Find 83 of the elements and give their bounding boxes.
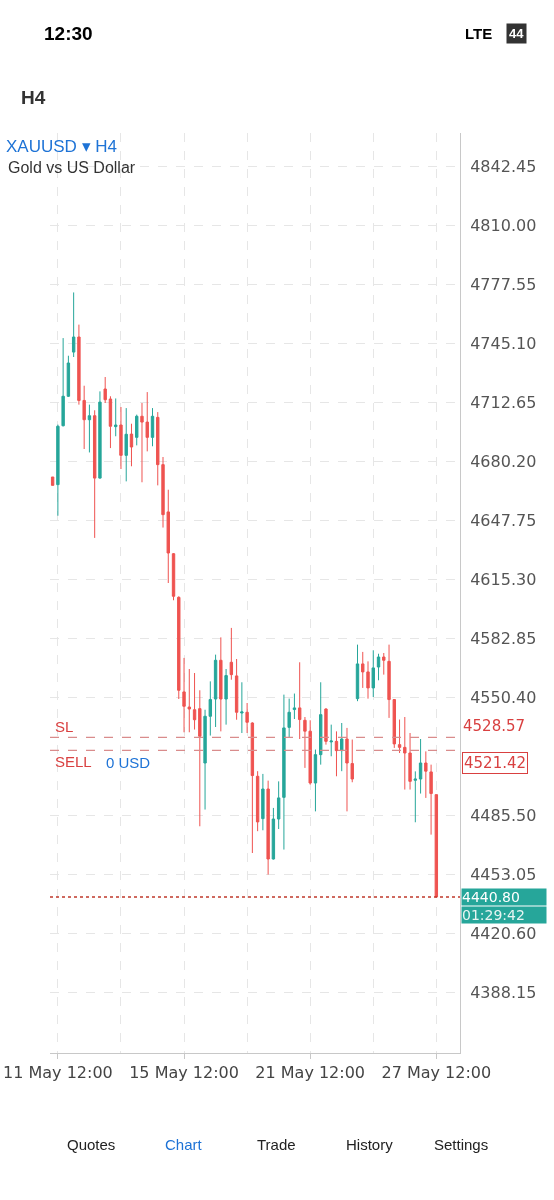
- chart-title: XAUUSD ▾ H4: [6, 136, 118, 156]
- candlestick: [371, 649, 375, 698]
- candlestick: [234, 658, 239, 721]
- annotation: 0 USD: [106, 754, 151, 771]
- candlestick: [50, 476, 55, 486]
- candlestick: [124, 407, 128, 482]
- y-tick-label: 4550.40: [470, 688, 537, 708]
- text: 12:30: [44, 23, 93, 44]
- candlestick: [56, 424, 60, 517]
- y-tick-label: 4485.50: [470, 806, 537, 826]
- candlestick: [177, 595, 181, 700]
- candlestick: [61, 337, 65, 427]
- candlestick: [119, 406, 123, 470]
- y-tick-label: 4615.30: [470, 570, 537, 590]
- y-tick-label: 4388.15: [470, 983, 537, 1003]
- y-tick-label: 4647.75: [470, 511, 537, 531]
- candlestick: [255, 770, 260, 832]
- candlestick: [319, 681, 323, 766]
- candlestick: [240, 681, 244, 734]
- candlestick: [213, 654, 218, 728]
- candlestick: [129, 423, 134, 467]
- candlestick: [245, 702, 249, 734]
- ref-line-label: SL: [55, 718, 74, 735]
- candlestick: [397, 719, 402, 754]
- candlestick: [114, 397, 118, 437]
- candlestick: [224, 668, 228, 726]
- text: Chart: [165, 1136, 203, 1153]
- candlestick: [313, 749, 318, 812]
- x-tick-label: 27 May 12:00: [381, 1063, 492, 1083]
- candlestick: [340, 722, 344, 772]
- candlestick: [418, 738, 423, 795]
- candlestick: [297, 661, 302, 740]
- y-tick-label: 4810.00: [470, 216, 537, 236]
- x-tick-label: 15 May 12:00: [129, 1063, 239, 1083]
- candlestick: [324, 707, 328, 746]
- y-tick-label: 4453.05: [470, 865, 537, 885]
- ref-line-label: SELL: [55, 753, 92, 770]
- candlestick: [271, 807, 276, 861]
- candlestick: [413, 770, 418, 823]
- y-tick-label: 4745.10: [470, 334, 537, 354]
- y-tick-label: 4712.65: [470, 393, 537, 413]
- candlestick: [382, 652, 386, 676]
- text: 4528.57: [463, 717, 526, 735]
- y-tick-label: 4680.20: [470, 452, 537, 472]
- candlestick: [103, 376, 107, 404]
- text: Gold vs US Dollar: [8, 159, 136, 176]
- candlestick: [150, 407, 155, 447]
- candlestick: [376, 653, 381, 681]
- candlestick: [92, 409, 97, 539]
- y-tick-label: 4420.60: [470, 924, 537, 944]
- candlestick: [171, 552, 176, 601]
- candlestick: [87, 404, 92, 453]
- y-tick-label: 4842.45: [470, 157, 537, 177]
- candlestick: [192, 672, 197, 731]
- candlestick: [219, 636, 223, 732]
- candlestick: [98, 390, 102, 480]
- text: 01:29:42: [462, 907, 525, 923]
- candlestick: [261, 773, 265, 831]
- candlestick: [66, 355, 71, 398]
- candlestick: [250, 721, 255, 854]
- text: History: [346, 1136, 394, 1153]
- text: H4: [21, 87, 46, 108]
- candlestick: [229, 627, 234, 681]
- x-tick-label: 21 May 12:00: [255, 1063, 366, 1083]
- candlestick: [71, 291, 76, 358]
- x-tick-label: 11 May 12:00: [3, 1063, 113, 1083]
- candlestick: [135, 414, 139, 446]
- candlestick: [108, 395, 113, 449]
- text: Quotes: [67, 1136, 116, 1153]
- text: LTE: [465, 25, 493, 42]
- y-tick-label: 4582.85: [470, 629, 537, 649]
- y-tick-label: 4777.55: [470, 275, 537, 295]
- candlestick: [266, 780, 270, 876]
- text: 4521.42: [464, 754, 527, 772]
- candlestick: [329, 724, 333, 757]
- text: Settings: [434, 1136, 489, 1153]
- text: 4440.80: [462, 889, 520, 905]
- text: Trade: [257, 1136, 296, 1153]
- candlestick: [292, 693, 297, 720]
- candlestick: [334, 730, 339, 777]
- candlestick: [198, 689, 202, 827]
- text: 44: [509, 26, 525, 41]
- candlestick: [355, 644, 360, 702]
